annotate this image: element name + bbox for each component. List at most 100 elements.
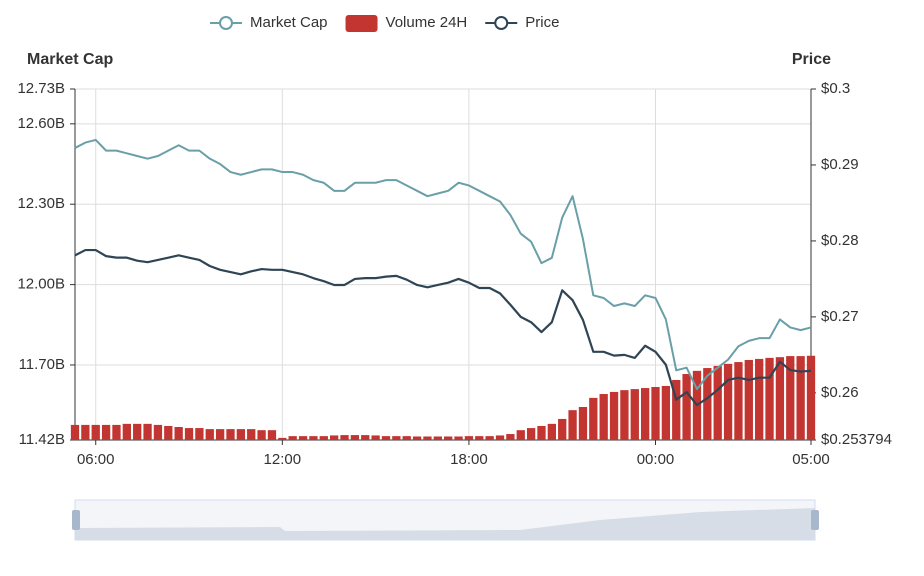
volume-bar (215, 429, 225, 440)
volume-bar (723, 363, 733, 440)
volume-bar (392, 436, 401, 440)
volume-bar (713, 365, 722, 440)
legend-swatch (494, 16, 509, 30)
volume-bar (101, 424, 111, 440)
volume-bar (247, 429, 256, 440)
x-tick-label: 00:00 (637, 451, 675, 468)
volume-bar (112, 424, 121, 440)
volume-bar (755, 358, 764, 440)
volume-bar (257, 430, 266, 440)
zoom-shadow (75, 508, 815, 540)
volume-bar (640, 388, 650, 440)
data-zoom[interactable] (72, 499, 819, 541)
y2-tick-label: $0.26 (821, 384, 859, 401)
volume-bar (267, 430, 277, 440)
volume-bar (558, 418, 567, 440)
legend: Market Cap Volume 24H Price (210, 14, 559, 32)
zoom-handle[interactable] (72, 510, 80, 530)
x-tick-label: 06:00 (77, 451, 115, 468)
volume-bar (330, 435, 339, 440)
zoom-handle[interactable] (811, 510, 819, 530)
y2-tick-label: $0.3 (821, 80, 850, 97)
volume-bar (298, 436, 308, 440)
legend-label: Price (525, 14, 559, 31)
volume-bar (184, 428, 194, 440)
y-tick-label: 12.30B (17, 195, 65, 212)
volume-bar (423, 436, 432, 440)
volume-bar (568, 410, 577, 440)
volume-bar (630, 389, 639, 440)
volume-bar (444, 436, 453, 440)
volume-bar (340, 435, 349, 440)
y-axis-label: Market Cap (27, 51, 113, 68)
volume-bar (464, 436, 474, 440)
volume-bar (412, 436, 422, 440)
volume-bar (786, 356, 795, 440)
volume-bar (91, 424, 100, 440)
volume-bar (506, 434, 515, 440)
volume-bar (143, 423, 152, 440)
volume-bar (744, 359, 753, 440)
volume-bar (651, 386, 660, 440)
volume-bar (288, 436, 297, 440)
volume-bar (133, 423, 142, 440)
y-tick-label: 12.60B (17, 115, 65, 132)
legend-item[interactable]: Volume 24H (345, 14, 468, 32)
legend-label: Market Cap (250, 14, 328, 31)
volume-bar (278, 437, 287, 440)
volume-bar (205, 429, 214, 440)
volume-bar (516, 430, 525, 440)
volume-bar (703, 368, 712, 440)
volume-bar (609, 391, 619, 440)
x-tick-label: 18:00 (450, 451, 488, 468)
volume-bar (350, 435, 360, 440)
volume-bar (547, 423, 556, 440)
volume-bar (775, 357, 785, 440)
volume-bar (589, 397, 598, 440)
volume-bar (122, 423, 131, 440)
volume-bar (309, 436, 318, 440)
volume-bar (70, 424, 80, 440)
volume-bar (485, 436, 494, 440)
volume-bar (537, 425, 546, 440)
legend-swatch (219, 16, 233, 30)
volume-bar (495, 435, 505, 440)
y2-tick-label: $0.253794 (821, 431, 892, 448)
volume-bar (195, 428, 204, 440)
volume-bar (164, 425, 173, 440)
volume-bar (433, 436, 442, 440)
volume-bar (174, 427, 183, 440)
volume-bar (153, 424, 163, 440)
volume-bar (319, 436, 328, 440)
y-tick-label: 11.42B (19, 431, 65, 448)
volume-bar (236, 429, 246, 440)
legend-item[interactable]: Price (485, 14, 559, 31)
volume-bar (454, 436, 463, 440)
volume-bar (371, 435, 380, 440)
legend-label: Volume 24H (386, 14, 468, 31)
volume-bar (682, 374, 691, 440)
x-tick-label: 05:00 (792, 451, 830, 468)
y2-axis-label: Price (792, 51, 831, 68)
y-tick-label: 12.00B (17, 276, 65, 293)
legend-swatch (345, 15, 378, 32)
volume-bar (526, 428, 536, 440)
volume-bar (796, 356, 805, 440)
volume-bar (599, 394, 608, 440)
volume-bar (81, 424, 90, 440)
volume-bar (734, 362, 743, 440)
y2-tick-label: $0.28 (821, 232, 859, 249)
volume-bar (361, 435, 370, 440)
volume-bar (620, 390, 629, 440)
y-tick-label: 12.73B (17, 80, 65, 97)
volume-bar (765, 357, 774, 440)
x-tick-label: 12:00 (264, 451, 302, 468)
volume-bar (578, 407, 588, 440)
price-line (74, 138, 812, 391)
volume-bar (672, 379, 681, 440)
legend-item[interactable]: Market Cap (210, 14, 328, 31)
price-line (74, 248, 812, 407)
y2-tick-label: $0.27 (821, 308, 859, 325)
